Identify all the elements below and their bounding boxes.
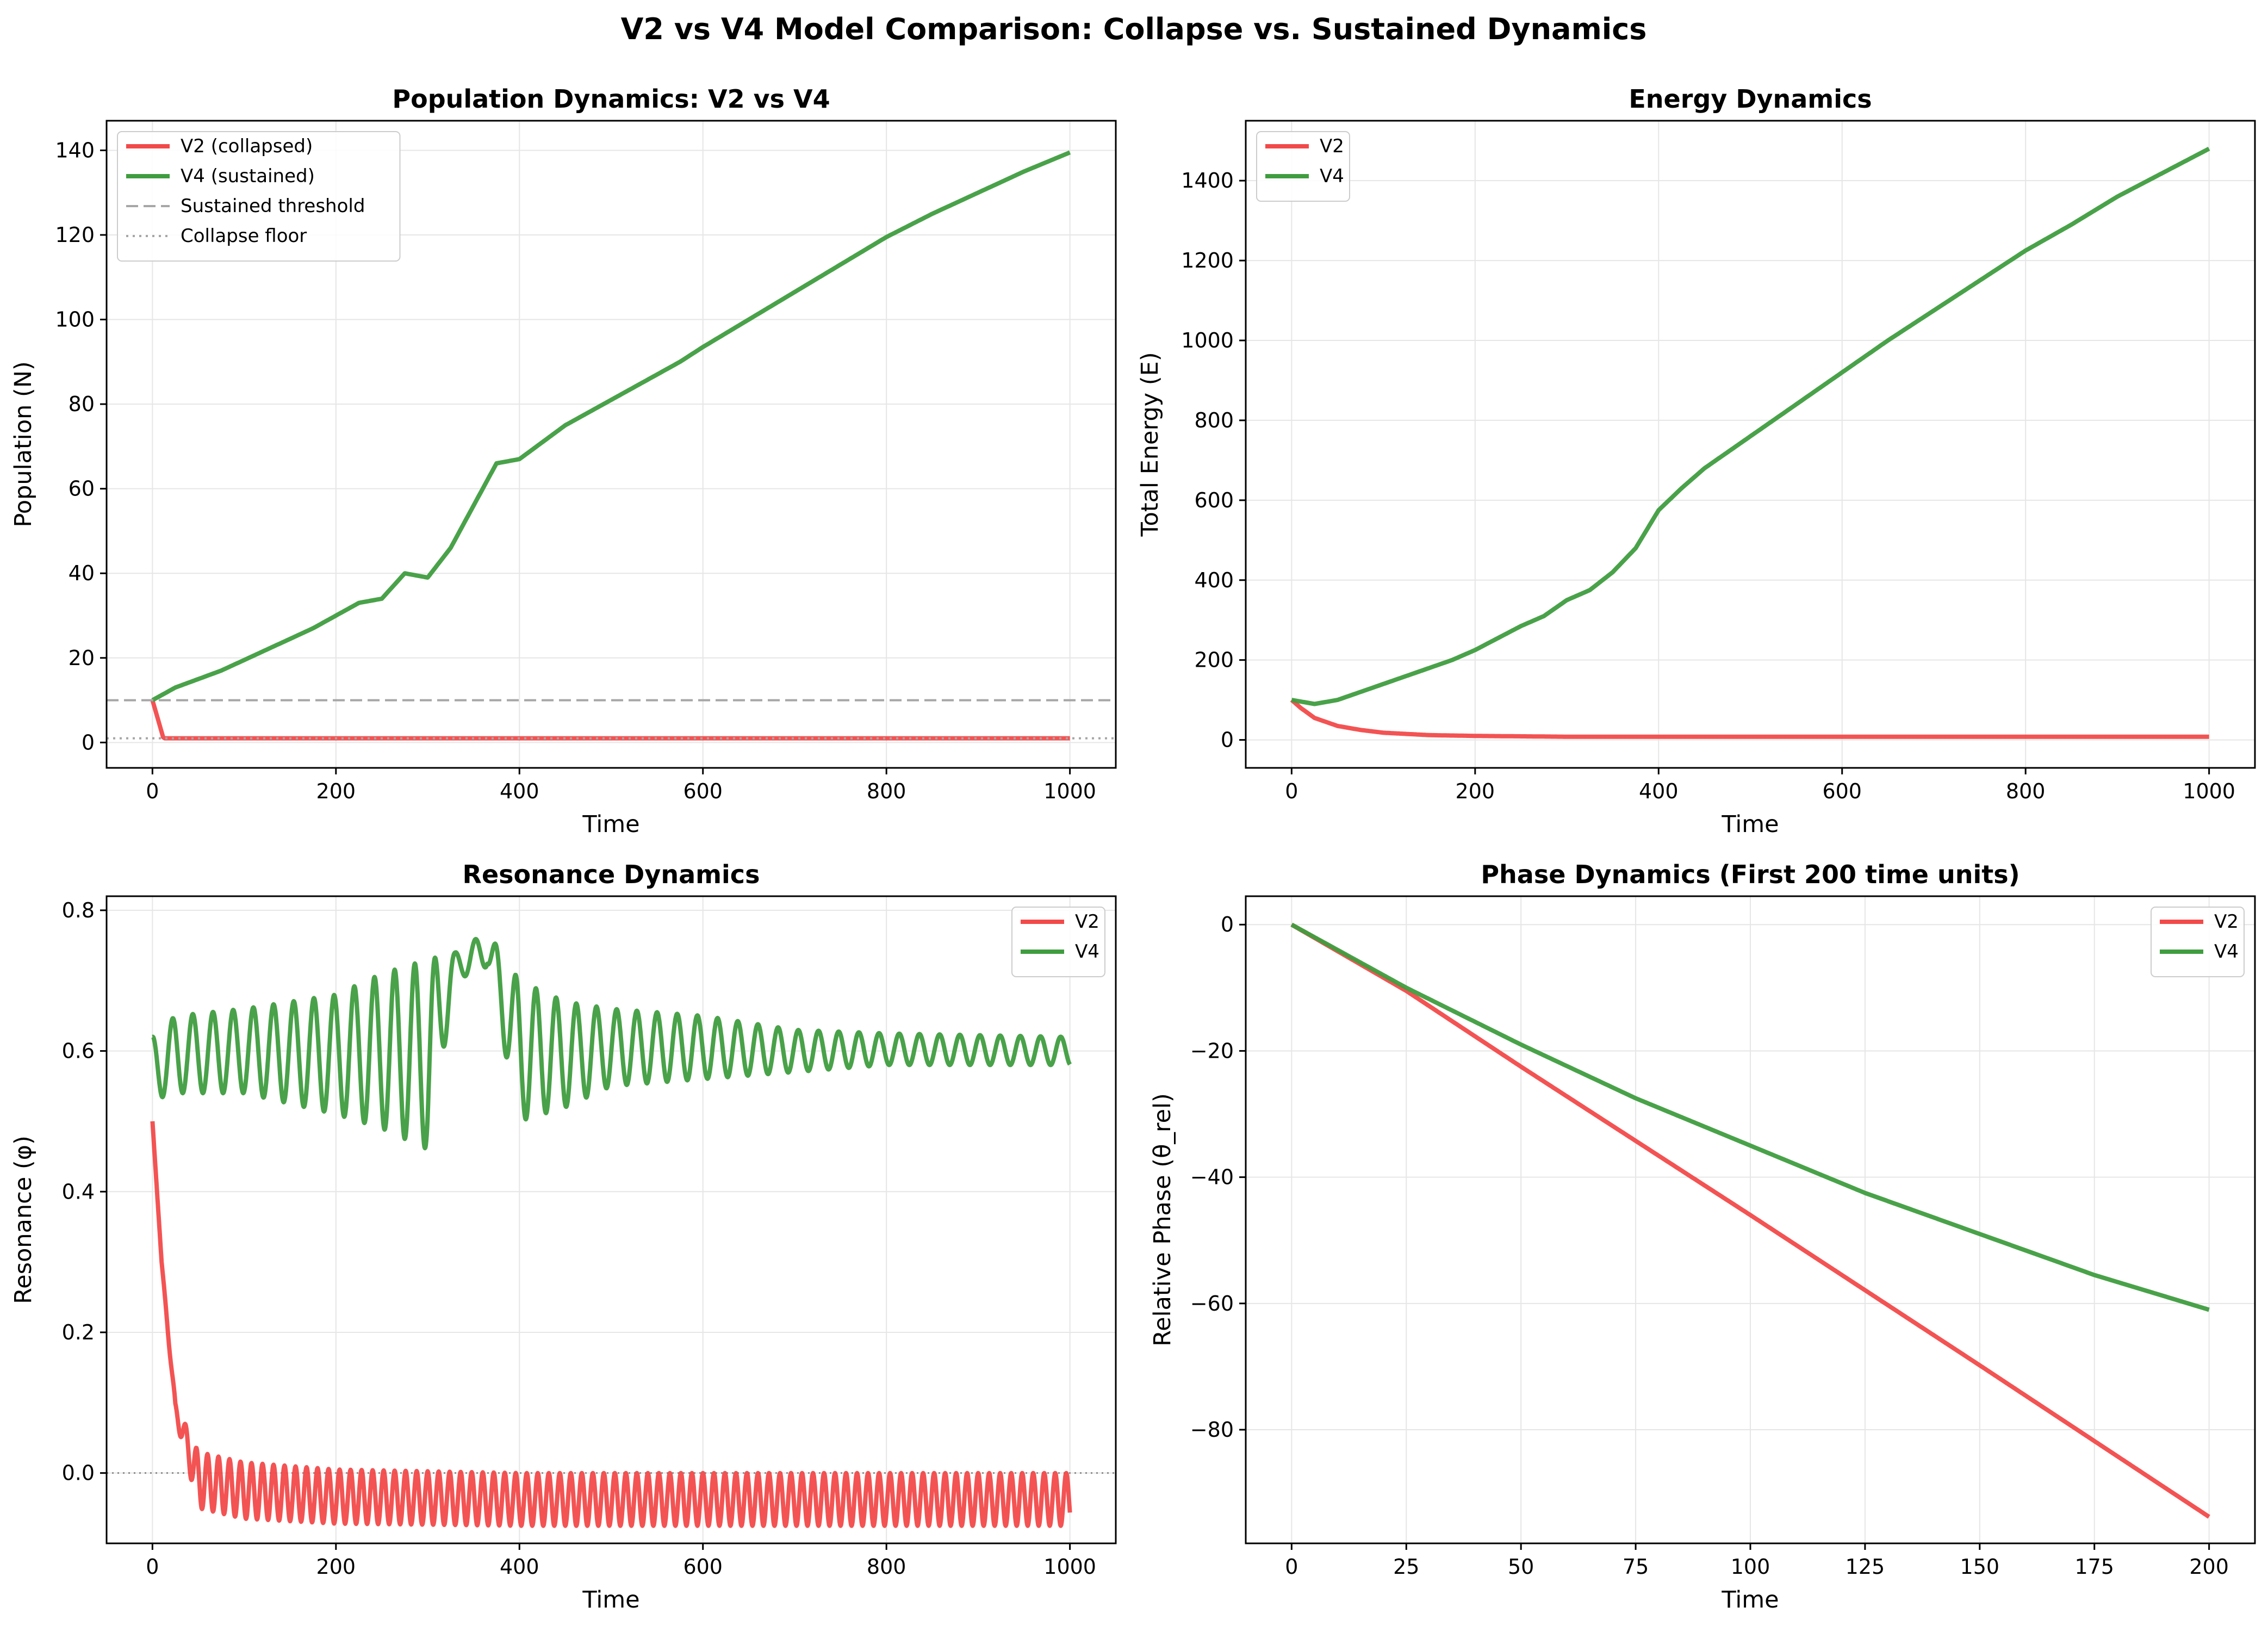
energy-xtick-label-0: 0	[1285, 779, 1298, 803]
population-title: Population Dynamics: V2 vs V4	[392, 84, 830, 114]
resonance-xtick-label-5: 1000	[1043, 1555, 1096, 1579]
energy-series-v4	[1291, 146, 2210, 706]
population-legend-label-threshold: Sustained threshold	[181, 195, 365, 217]
phase-xtick-label-1: 25	[1393, 1555, 1419, 1579]
energy-legend-label-v4: V4	[1320, 165, 1344, 187]
energy-xtick-label-3: 600	[1822, 779, 1862, 803]
resonance-legend-box	[1011, 907, 1105, 977]
phase-ylabel: Relative Phase (θ_rel)	[1149, 1093, 1176, 1346]
phase-legend-box	[2151, 907, 2245, 977]
population-xtick-label-4: 800	[867, 779, 906, 803]
energy-ytick-label-4: 800	[1194, 408, 1234, 432]
energy-ytick-label-7: 1400	[1181, 169, 1234, 193]
resonance-ytick-label-2: 0.4	[62, 1180, 95, 1203]
resonance-ylabel: Resonance (φ)	[10, 1135, 37, 1304]
resonance-panel: 0 200 400 600 800 1000 0.0 0.2 0.4 0.6 0.8 Resonanc…	[10, 860, 1117, 1614]
population-legend-label-floor: Collapse floor	[181, 225, 307, 247]
energy-xtick-label-4: 800	[2006, 779, 2046, 803]
population-axes-frame	[105, 120, 1117, 769]
energy-xlabel: Time	[1721, 811, 1779, 838]
population-ytick-label-4: 80	[69, 392, 95, 416]
population-panel: 0 200 400 600 800 1000 0 20 40 60 80 100 120 140 Popul…	[10, 84, 1117, 838]
population-ytick-label-1: 20	[69, 646, 95, 670]
phase-ytick-label-3: −60	[1190, 1292, 1234, 1315]
population-legend-box	[117, 131, 401, 262]
energy-title: Energy Dynamics	[1629, 84, 1872, 114]
energy-xtick-label-2: 400	[1639, 779, 1679, 803]
resonance-ytick-label-4: 0.8	[62, 898, 95, 922]
population-ytick-label-2: 40	[69, 561, 95, 585]
energy-xtick-label-5: 1000	[2183, 779, 2235, 803]
energy-legend-box	[1256, 131, 1350, 202]
energy-ytick-label-5: 1000	[1181, 328, 1234, 352]
phase-ytick-label-1: −20	[1190, 1039, 1234, 1063]
resonance-series-v2	[150, 1121, 1072, 1528]
phase-legend-label-v2: V2	[2214, 911, 2239, 933]
phase-legend-label-v4: V4	[2214, 941, 2239, 963]
population-xtick-label-2: 400	[500, 779, 539, 803]
population-ytick-label-6: 120	[55, 223, 95, 247]
phase-ytick-label-4: −80	[1190, 1418, 1234, 1442]
population-xtick-label-1: 200	[316, 779, 356, 803]
phase-xtick-label-2: 50	[1508, 1555, 1534, 1579]
phase-series-v4	[1290, 922, 2210, 1312]
resonance-ytick-label-1: 0.2	[62, 1320, 95, 1344]
population-legend-label-v2: V2 (collapsed)	[181, 135, 313, 157]
population-ytick-label-0: 0	[82, 730, 95, 754]
resonance-xtick-label-2: 400	[500, 1555, 539, 1579]
phase-xtick-label-8: 200	[2189, 1555, 2229, 1579]
resonance-title: Resonance Dynamics	[463, 860, 760, 889]
population-ylabel: Population (N)	[10, 361, 37, 527]
phase-xtick-label-5: 125	[1846, 1555, 1885, 1579]
energy-panel: 0 200 400 600 800 1000 0 200 400 600 800 1000 1200 14…	[1136, 84, 2256, 838]
population-legend: V2 (collapsed) V4 (sustained) Sustained th…	[117, 131, 401, 262]
resonance-ytick-label-3: 0.6	[62, 1039, 95, 1063]
energy-ytick-label-2: 400	[1194, 568, 1234, 592]
energy-ytick-label-0: 0	[1221, 728, 1234, 752]
phase-ytick-label-0: 0	[1221, 913, 1234, 936]
phase-xtick-label-6: 150	[1960, 1555, 2000, 1579]
resonance-xtick-label-1: 200	[316, 1555, 356, 1579]
energy-series-v2	[1290, 698, 2210, 739]
population-series-v4	[151, 150, 1071, 703]
resonance-axes-frame	[105, 895, 1117, 1544]
population-ytick-label-7: 140	[55, 138, 95, 162]
population-xlabel: Time	[582, 811, 639, 838]
resonance-xtick-label-3: 600	[683, 1555, 723, 1579]
phase-title: Phase Dynamics (First 200 time units)	[1481, 860, 2020, 889]
resonance-xtick-label-4: 800	[867, 1555, 906, 1579]
population-legend-label-v4: V4 (sustained)	[181, 165, 315, 187]
figure-title: V2 vs V4 Model Comparison: Collapse vs. …	[621, 12, 1647, 46]
resonance-xtick-label-0: 0	[146, 1555, 159, 1579]
population-xtick-label-3: 600	[683, 779, 723, 803]
phase-xtick-label-7: 175	[2074, 1555, 2114, 1579]
resonance-series-v4	[151, 936, 1072, 1151]
energy-legend-label-v2: V2	[1320, 135, 1344, 157]
energy-xtick-label-1: 200	[1456, 779, 1495, 803]
energy-ytick-label-6: 1200	[1181, 249, 1234, 272]
phase-xtick-label-4: 100	[1731, 1555, 1770, 1579]
energy-ytick-label-1: 200	[1194, 648, 1234, 672]
population-xtick-label-5: 1000	[1043, 779, 1096, 803]
energy-ylabel: Total Energy (E)	[1136, 352, 1164, 537]
resonance-xlabel: Time	[582, 1586, 639, 1614]
resonance-legend-label-v4: V4	[1075, 941, 1099, 963]
phase-series-v2	[1290, 922, 2210, 1519]
phase-xtick-label-0: 0	[1285, 1555, 1298, 1579]
energy-axes-frame	[1245, 120, 2256, 769]
population-xtick-label-0: 0	[146, 779, 159, 803]
resonance-legend-label-v2: V2	[1075, 911, 1099, 933]
energy-ytick-label-3: 600	[1194, 488, 1234, 512]
resonance-ytick-label-0: 0.0	[62, 1461, 95, 1485]
phase-panel: 0 25 50 75 100 125 150 175 200 0 −20 −40 −60 −80 Phase…	[1149, 860, 2256, 1614]
phase-xtick-label-3: 75	[1623, 1555, 1649, 1579]
phase-xlabel: Time	[1721, 1586, 1779, 1614]
phase-ytick-label-2: −40	[1190, 1165, 1234, 1189]
population-ytick-label-5: 100	[55, 308, 95, 332]
population-ytick-label-3: 60	[69, 477, 95, 501]
